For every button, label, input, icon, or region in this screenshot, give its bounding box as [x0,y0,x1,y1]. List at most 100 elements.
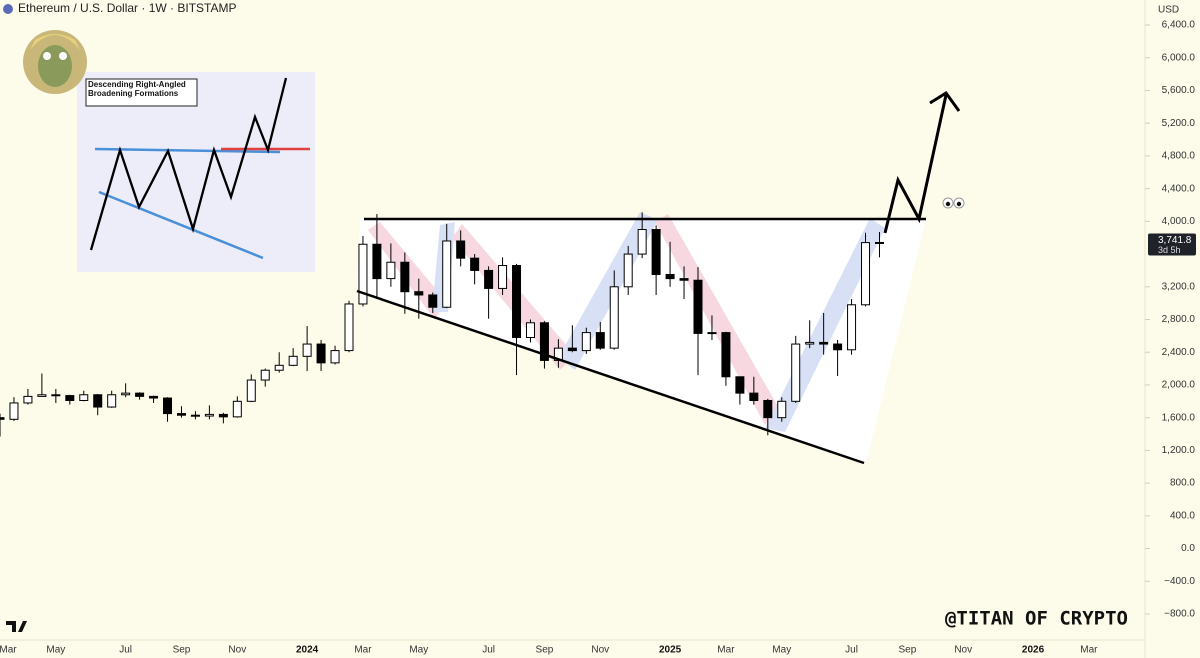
x-tick-label: Mar [717,645,735,656]
candle-body [484,269,494,289]
candle-body [581,332,591,352]
candle-body [344,303,354,352]
candle-body [847,304,857,351]
inset-lower-line [98,190,264,260]
candle-body [665,274,675,280]
candle-body [163,397,173,415]
candle-body [93,394,103,408]
x-tick-label: Nov [954,645,972,656]
avatar-hair [30,34,80,50]
y-tick-label: 4,400.0 [1162,183,1196,194]
candle-body [819,341,829,345]
x-tick-label: Sep [899,645,917,656]
y-tick-label: −400.0 [1164,576,1195,587]
candle-body [595,332,605,349]
y-tick-label: 4,800.0 [1162,151,1196,162]
x-tick-label: Sep [173,645,191,656]
candle-body [386,261,396,280]
candle-body [232,400,242,418]
x-tick-label: Sep [536,645,554,656]
avatar [23,30,87,94]
candle-body [358,243,368,305]
currency: USD [1158,5,1179,16]
inset-label-box [85,78,198,107]
candle-body [525,322,535,339]
x-tick-label: Jul [482,645,495,656]
candle-body [456,240,466,259]
y-tick-label: 1,200.0 [1162,445,1196,456]
projection-arrow [883,94,948,234]
candle-body [833,343,843,351]
candle-body [0,417,5,420]
candle-body [428,294,438,308]
eth-icon [3,4,13,14]
header: Ethereum / U.S. Dollar · 1W · BITSTAMP [3,1,236,15]
candle-body [707,332,717,335]
candle-body [721,332,731,378]
x-tick-label: Nov [591,645,609,656]
candle-body [414,291,424,296]
candle-body [470,257,480,271]
inset-upper-line [94,147,281,154]
candles [0,212,884,437]
candle-body [316,343,326,364]
x-tick-label: Mar [0,645,17,656]
x-tick-label: 2025 [659,645,682,656]
candle-body [805,341,815,345]
y-tick-label: −800.0 [1164,609,1195,620]
down-band [655,214,780,425]
support-line [356,289,865,465]
candle-body [65,395,75,401]
pupil [956,201,962,207]
candle-body [861,242,871,306]
x-tick-label: Mar [354,645,372,656]
x-tick-label: Jul [845,645,858,656]
candle-body [190,414,200,417]
y-tick-label: 2,800.0 [1162,314,1196,325]
y-tick-label: 6,000.0 [1162,52,1196,63]
candle-body [288,355,298,366]
y-tick-label: 5,600.0 [1162,85,1196,96]
candle-body [651,229,661,276]
axes: 6,400.0 6,000.0 5,600.0 5,200.0 4,800.0 4,400… [0,20,1196,656]
candle-body [79,394,89,401]
candle-body [204,413,214,417]
x-tick-label: May [409,645,428,656]
candle-body [37,394,47,397]
candle-body [274,364,284,371]
up-band [558,212,658,370]
candle-body [791,343,801,402]
candle-body [330,350,340,364]
y-tick-label: 2,000.0 [1162,380,1196,391]
candle-body [246,379,256,402]
y-tick-label: 800.0 [1170,478,1195,489]
candle-body [874,241,884,244]
pupil [945,201,951,207]
candle-body [400,261,410,293]
tv-logo [6,621,27,632]
y-tick-label: 400.0 [1170,510,1195,521]
y-tick-label: 1,600.0 [1162,412,1196,423]
countdown: 3d 5h [1158,245,1181,255]
eyes [942,197,965,209]
inset: Descending Right-Angled Broadening Forma… [77,72,315,272]
inset-zigzag [89,77,288,251]
candle-body [176,413,186,416]
y-tick-label: 4,000.0 [1162,216,1196,227]
y-tick-label: 3,200.0 [1162,281,1196,292]
candle-body [9,402,19,420]
y-tick-label: 0.0 [1181,543,1195,554]
inset-title: Descending Right-Angled Broadening Forma… [88,80,186,98]
x-tick-label: Jul [119,645,132,656]
candle-body [539,322,549,361]
candle-body [498,265,508,289]
candle-body [442,240,452,308]
avatar-eye [43,52,51,60]
y-tick-label: 5,200.0 [1162,118,1196,129]
candle-body [218,413,228,418]
candle-body [763,399,773,419]
y-tick-label: 6,400.0 [1162,20,1196,31]
watermark: @TITAN OF CRYPTO [945,608,1128,630]
